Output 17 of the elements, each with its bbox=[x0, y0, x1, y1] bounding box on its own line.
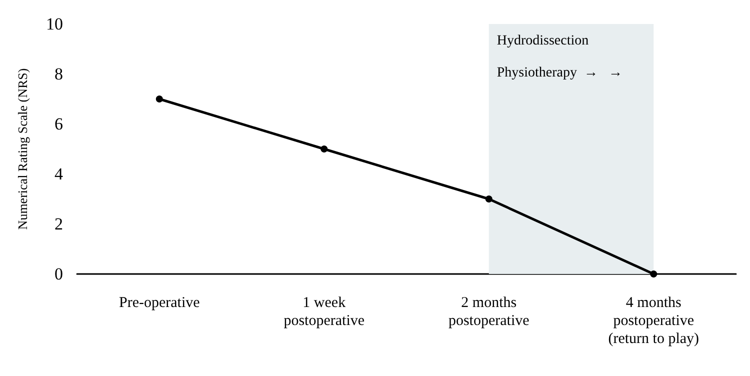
annotation: Physiotherapy → → bbox=[496, 66, 622, 80]
annotation: Hydrodissection bbox=[496, 34, 589, 48]
x-tick-label: 2 months postoperative bbox=[448, 295, 530, 329]
x-tick-label: 4 months postoperative (return to play) bbox=[608, 295, 700, 347]
y-axis-title: Numerical Rating Scale (NRS) bbox=[15, 68, 30, 230]
point bbox=[485, 196, 492, 202]
y-tick-label: 4 bbox=[54, 164, 64, 184]
y-tick-label: 0 bbox=[54, 264, 63, 284]
y-tick-label: 6 bbox=[54, 114, 63, 134]
y-tick-label: 8 bbox=[54, 64, 63, 84]
point bbox=[320, 146, 328, 152]
y-tick-label: 10 bbox=[46, 14, 63, 34]
x-tick-label: 1 week postoperative bbox=[284, 295, 365, 329]
x-tick-label: Pre-operative bbox=[118, 295, 200, 311]
point bbox=[650, 270, 658, 278]
point bbox=[156, 96, 163, 102]
y-tick-label: 2 bbox=[54, 214, 63, 234]
